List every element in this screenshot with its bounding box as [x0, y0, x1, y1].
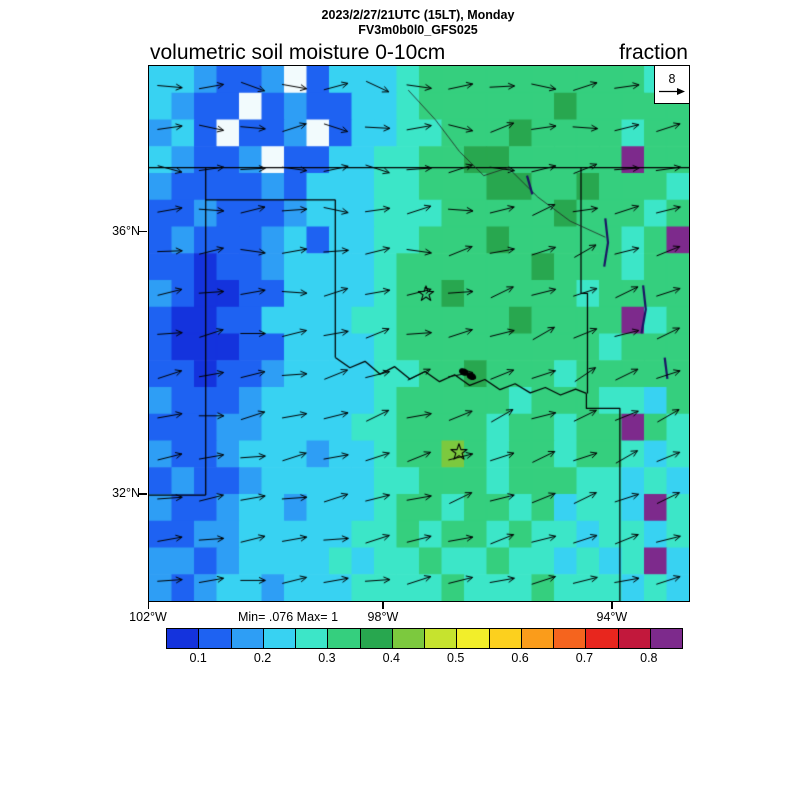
- header-datetime: 2023/2/27/21UTC (15LT), Monday: [321, 8, 515, 22]
- lat-tick-mark: [139, 493, 147, 495]
- colorbar-segment: [360, 629, 393, 648]
- soil-moisture-map: [149, 66, 689, 601]
- colorbar-segment: [392, 629, 425, 648]
- colorbar-tick-label: 0.5: [446, 651, 465, 665]
- colorbar-tick-label: 0.2: [253, 651, 272, 665]
- colorbar-segment: [521, 629, 554, 648]
- colorbar-tick-label: 0.8: [640, 651, 658, 665]
- colorbar-segment: [296, 629, 329, 648]
- colorbar-segment: [231, 629, 264, 648]
- colorbar-segment: [554, 629, 587, 648]
- colorbar-segment: [618, 629, 651, 648]
- wind-reference-arrow-icon: [659, 88, 685, 95]
- minmax-label: Min= .076 Max= 1: [237, 610, 339, 624]
- lon-tick-label: 94°W: [596, 610, 628, 624]
- wind-reference-box: 8: [654, 66, 689, 104]
- plot-title: volumetric soil moisture 0-10cm: [150, 41, 446, 64]
- colorbar-tick-label: 0.4: [382, 651, 401, 665]
- lon-tick-mark: [147, 602, 149, 609]
- colorbar-segment: [457, 629, 490, 648]
- colorbar-segment: [199, 629, 232, 648]
- colorbar-tick-label: 0.1: [189, 651, 207, 665]
- lon-tick-mark: [382, 602, 384, 609]
- units-label: fraction: [619, 41, 688, 64]
- colorbar-tick-label: 0.3: [318, 651, 336, 665]
- colorbar-segment: [650, 629, 682, 648]
- lat-tick-label: 36°N: [112, 223, 140, 238]
- lon-tick-label: 98°W: [367, 610, 399, 624]
- colorbar: [166, 628, 683, 649]
- lat-tick-mark: [139, 230, 147, 233]
- lat-tick-label: 32°N: [112, 486, 140, 501]
- colorbar-tick-label: 0.6: [511, 651, 529, 665]
- header-model: FV3m0b0l0_GFS025: [358, 23, 478, 37]
- lon-tick-mark: [611, 602, 613, 609]
- colorbar-segment: [167, 629, 200, 648]
- lon-tick-label: 102°W: [129, 610, 167, 624]
- colorbar-segment: [263, 629, 296, 648]
- map-frame: 8: [148, 65, 690, 602]
- wind-reference-value: 8: [668, 72, 676, 86]
- colorbar-segment: [425, 629, 458, 648]
- colorbar-segment: [328, 629, 361, 648]
- colorbar-tick-label: 0.7: [575, 651, 594, 665]
- colorbar-segment: [586, 629, 619, 648]
- colorbar-segment: [489, 629, 522, 648]
